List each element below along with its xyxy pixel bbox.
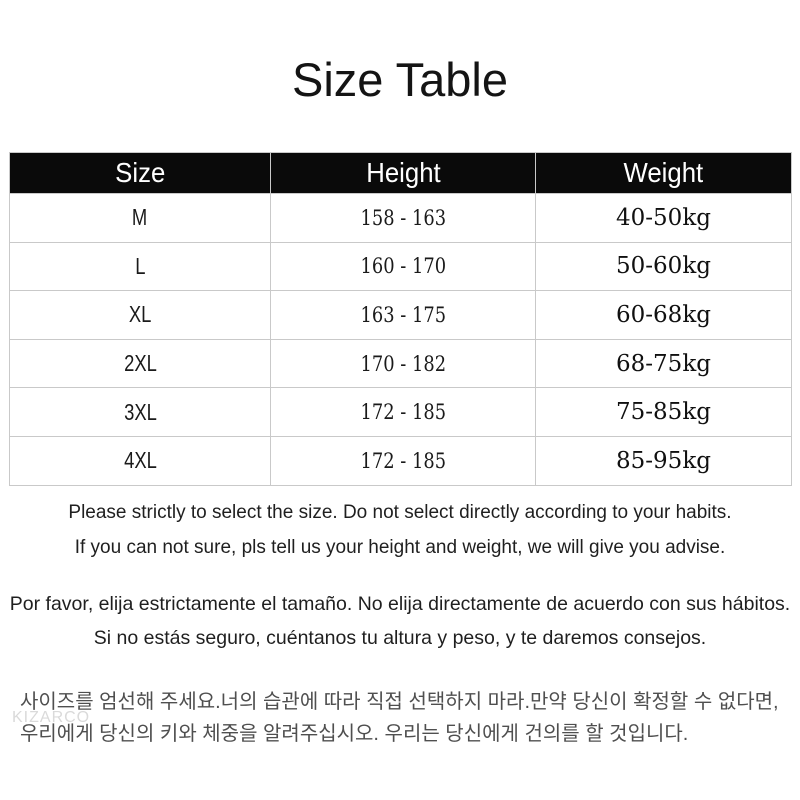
size-cell: 2XL — [9, 338, 271, 389]
brand-watermark: KIZARCO — [12, 709, 91, 726]
weight-cell: 40-50kg — [535, 193, 792, 243]
column-header-height: Height — [270, 152, 536, 194]
height-cell: 172 - 185 — [270, 387, 536, 437]
height-cell: 158 - 163 — [270, 193, 536, 243]
size-table: Size Height Weight M 158 - 163 40-50kg L… — [9, 152, 792, 486]
note-spanish-line2: Si no estás seguro, cuéntanos tu altura … — [93, 627, 707, 649]
page-title: Size Table — [292, 53, 508, 106]
table-header-row: Size Height Weight — [9, 152, 792, 194]
column-header-weight: Weight — [535, 152, 792, 194]
note-korean-line2: 우리에게 당신의 키와 체중을 알려주십시오. 우리는 당신에게 건의를 할 것… — [20, 723, 689, 745]
table-row: 3XL 172 - 185 75-85kg — [9, 387, 792, 437]
height-cell: 170 - 182 — [270, 338, 536, 389]
table-row: 2XL 170 - 182 68-75kg — [9, 338, 792, 389]
height-cell: 160 - 170 — [270, 241, 536, 292]
size-cell: 3XL — [9, 387, 271, 437]
table-row: XL 163 - 175 60-68kg — [9, 290, 792, 340]
note-spanish-line1: Por favor, elija estrictamente el tamaño… — [9, 593, 791, 615]
size-cell: XL — [9, 290, 271, 340]
size-cell: L — [9, 241, 271, 292]
table-row: 4XL 172 - 185 85-95kg — [9, 435, 792, 486]
weight-cell: 85-95kg — [535, 435, 792, 486]
height-cell: 163 - 175 — [270, 290, 536, 340]
table-row: L 160 - 170 50-60kg — [9, 241, 792, 292]
note-english-line1: Please strictly to select the size. Do n… — [68, 502, 732, 523]
size-cell: M — [9, 193, 271, 243]
weight-cell: 50-60kg — [535, 241, 792, 292]
table-row: M 158 - 163 40-50kg — [9, 193, 792, 243]
height-cell: 172 - 185 — [270, 435, 536, 486]
note-english-line2: If you can not sure, pls tell us your he… — [74, 537, 726, 558]
weight-cell: 60-68kg — [535, 290, 792, 340]
column-header-size: Size — [9, 152, 271, 194]
size-cell: 4XL — [9, 435, 271, 486]
weight-cell: 68-75kg — [535, 338, 792, 389]
note-korean-line1: 사이즈를 엄선해 주세요.너의 습관에 따라 직접 선택하지 마라.만약 당신이… — [20, 691, 779, 713]
weight-cell: 75-85kg — [535, 387, 792, 437]
